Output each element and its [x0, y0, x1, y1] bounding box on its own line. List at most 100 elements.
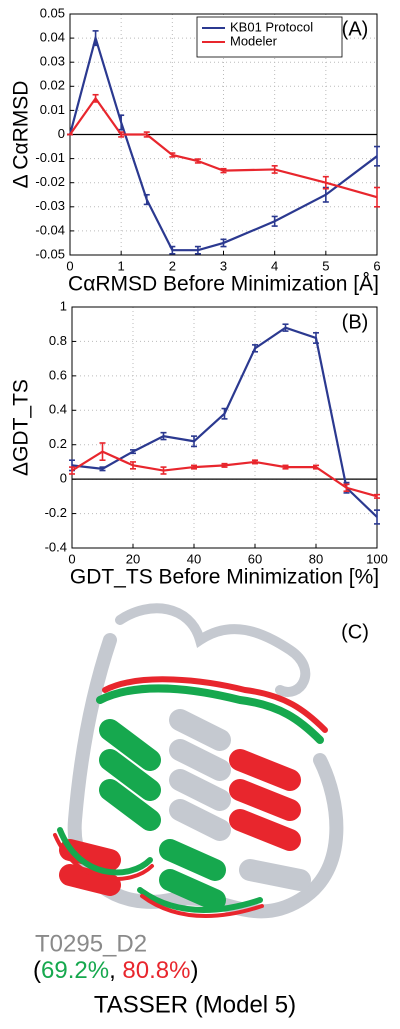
- ribbon: [53, 833, 264, 918]
- score-part: 69.2%: [41, 957, 109, 984]
- error-bar: [220, 167, 227, 174]
- x-tick-label: 80: [309, 551, 323, 566]
- plot-frame: [71, 306, 378, 549]
- error-bar: [271, 165, 278, 174]
- panel-label: (A): [342, 18, 369, 40]
- error-bar: [313, 332, 319, 344]
- ribbon: [57, 827, 263, 913]
- x-tick-label: 1: [118, 258, 125, 273]
- error-bar: [191, 435, 197, 448]
- score-part: 80.8%: [122, 957, 190, 984]
- error-bar: [160, 466, 167, 475]
- y-tick-label: 0.2: [49, 436, 67, 451]
- error-bar: [322, 175, 329, 190]
- protein-structure: [53, 603, 344, 919]
- y-tick-label: 0: [60, 471, 67, 486]
- y-axis-label: ΔGDT_TS: [10, 379, 33, 476]
- y-tick-label: 0.01: [40, 102, 65, 117]
- legend-label: KB01 Protocol: [230, 19, 313, 34]
- score-part: ,: [109, 957, 122, 984]
- error-bar: [221, 462, 228, 468]
- score-line: (69.2%, 80.8%): [33, 957, 198, 984]
- y-tick-label: 0.8: [49, 333, 67, 348]
- ribbon: [115, 603, 311, 697]
- legend-box: [196, 16, 343, 58]
- error-bar: [374, 186, 380, 208]
- line: [71, 326, 378, 518]
- y-tick-label: -0.05: [35, 246, 65, 261]
- y-axis-label: Δ CαRMSD: [10, 81, 33, 189]
- target-name: T0295_D2: [35, 930, 147, 957]
- panel-label: (C): [341, 621, 369, 643]
- y-tick-label: 0.04: [40, 30, 65, 45]
- x-tick-label: 5: [322, 258, 329, 273]
- score-part: ): [190, 957, 198, 984]
- x-tick-label: 4: [271, 258, 278, 273]
- error-bar: [92, 30, 99, 47]
- error-bar: [92, 93, 99, 103]
- error-bar: [99, 466, 106, 472]
- x-tick-label: 3: [220, 258, 227, 273]
- error-bar: [160, 431, 167, 441]
- error-bar: [99, 442, 106, 462]
- error-bar: [118, 131, 125, 138]
- y-tick-label: 0.4: [49, 402, 67, 417]
- line: [71, 450, 378, 498]
- error-bar: [194, 245, 201, 255]
- error-bar: [313, 464, 319, 470]
- error-bar: [374, 493, 380, 499]
- x-tick-label: 0: [66, 258, 73, 273]
- error-bar: [343, 483, 350, 492]
- legend-label: Modeler: [230, 33, 278, 48]
- error-bar: [282, 464, 289, 470]
- error-bar: [130, 461, 136, 470]
- error-bar: [252, 459, 258, 465]
- y-tick-label: 0.02: [40, 78, 65, 93]
- error-bar: [271, 215, 278, 227]
- ribbon: [102, 676, 328, 733]
- x-tick-label: 2: [169, 258, 176, 273]
- y-tick-label: -0.2: [45, 505, 67, 520]
- score-part: (: [33, 957, 41, 984]
- y-tick-label: 0.6: [49, 367, 67, 382]
- error-bar: [143, 193, 150, 206]
- error-bar: [191, 464, 197, 470]
- x-tick-label: 40: [187, 551, 201, 566]
- error-bar: [374, 509, 380, 525]
- line: [68, 34, 378, 252]
- x-axis-label: GDT_TS Before Minimization [%]: [70, 566, 379, 589]
- error-bar: [143, 131, 150, 138]
- x-tick-label: 20: [126, 551, 140, 566]
- error-bar: [252, 344, 258, 353]
- y-tick-label: -0.03: [35, 198, 65, 213]
- error-bar: [221, 407, 228, 420]
- y-tick-label: 1: [60, 298, 67, 313]
- x-tick-label: 0: [68, 551, 75, 566]
- y-tick-label: -0.02: [35, 174, 65, 189]
- error-bar: [374, 145, 380, 167]
- error-bar: [130, 449, 136, 455]
- ribbon: [96, 684, 324, 744]
- error-bar: [169, 245, 176, 255]
- x-tick-label: 60: [248, 551, 262, 566]
- error-bar: [282, 323, 289, 332]
- x-tick-label: 100: [366, 551, 388, 566]
- error-bar: [69, 466, 75, 475]
- error-bar: [118, 114, 125, 131]
- error-bar: [220, 238, 227, 248]
- y-tick-label: 0.05: [40, 5, 65, 20]
- x-tick-label: 6: [373, 258, 380, 273]
- y-tick-label: -0.04: [35, 222, 65, 237]
- y-tick-label: -0.4: [45, 539, 67, 554]
- error-bar: [194, 158, 201, 164]
- y-tick-label: -0.01: [35, 150, 65, 165]
- x-axis-label: CαRMSD Before Minimization [Å]: [68, 273, 379, 296]
- error-bar: [169, 152, 176, 158]
- y-tick-label: 0.03: [40, 54, 65, 69]
- line: [69, 96, 378, 199]
- caption: TASSER (Model 5): [94, 991, 296, 1018]
- ribbon: [67, 633, 344, 919]
- panel-label: (B): [342, 311, 369, 333]
- helices: [59, 709, 311, 911]
